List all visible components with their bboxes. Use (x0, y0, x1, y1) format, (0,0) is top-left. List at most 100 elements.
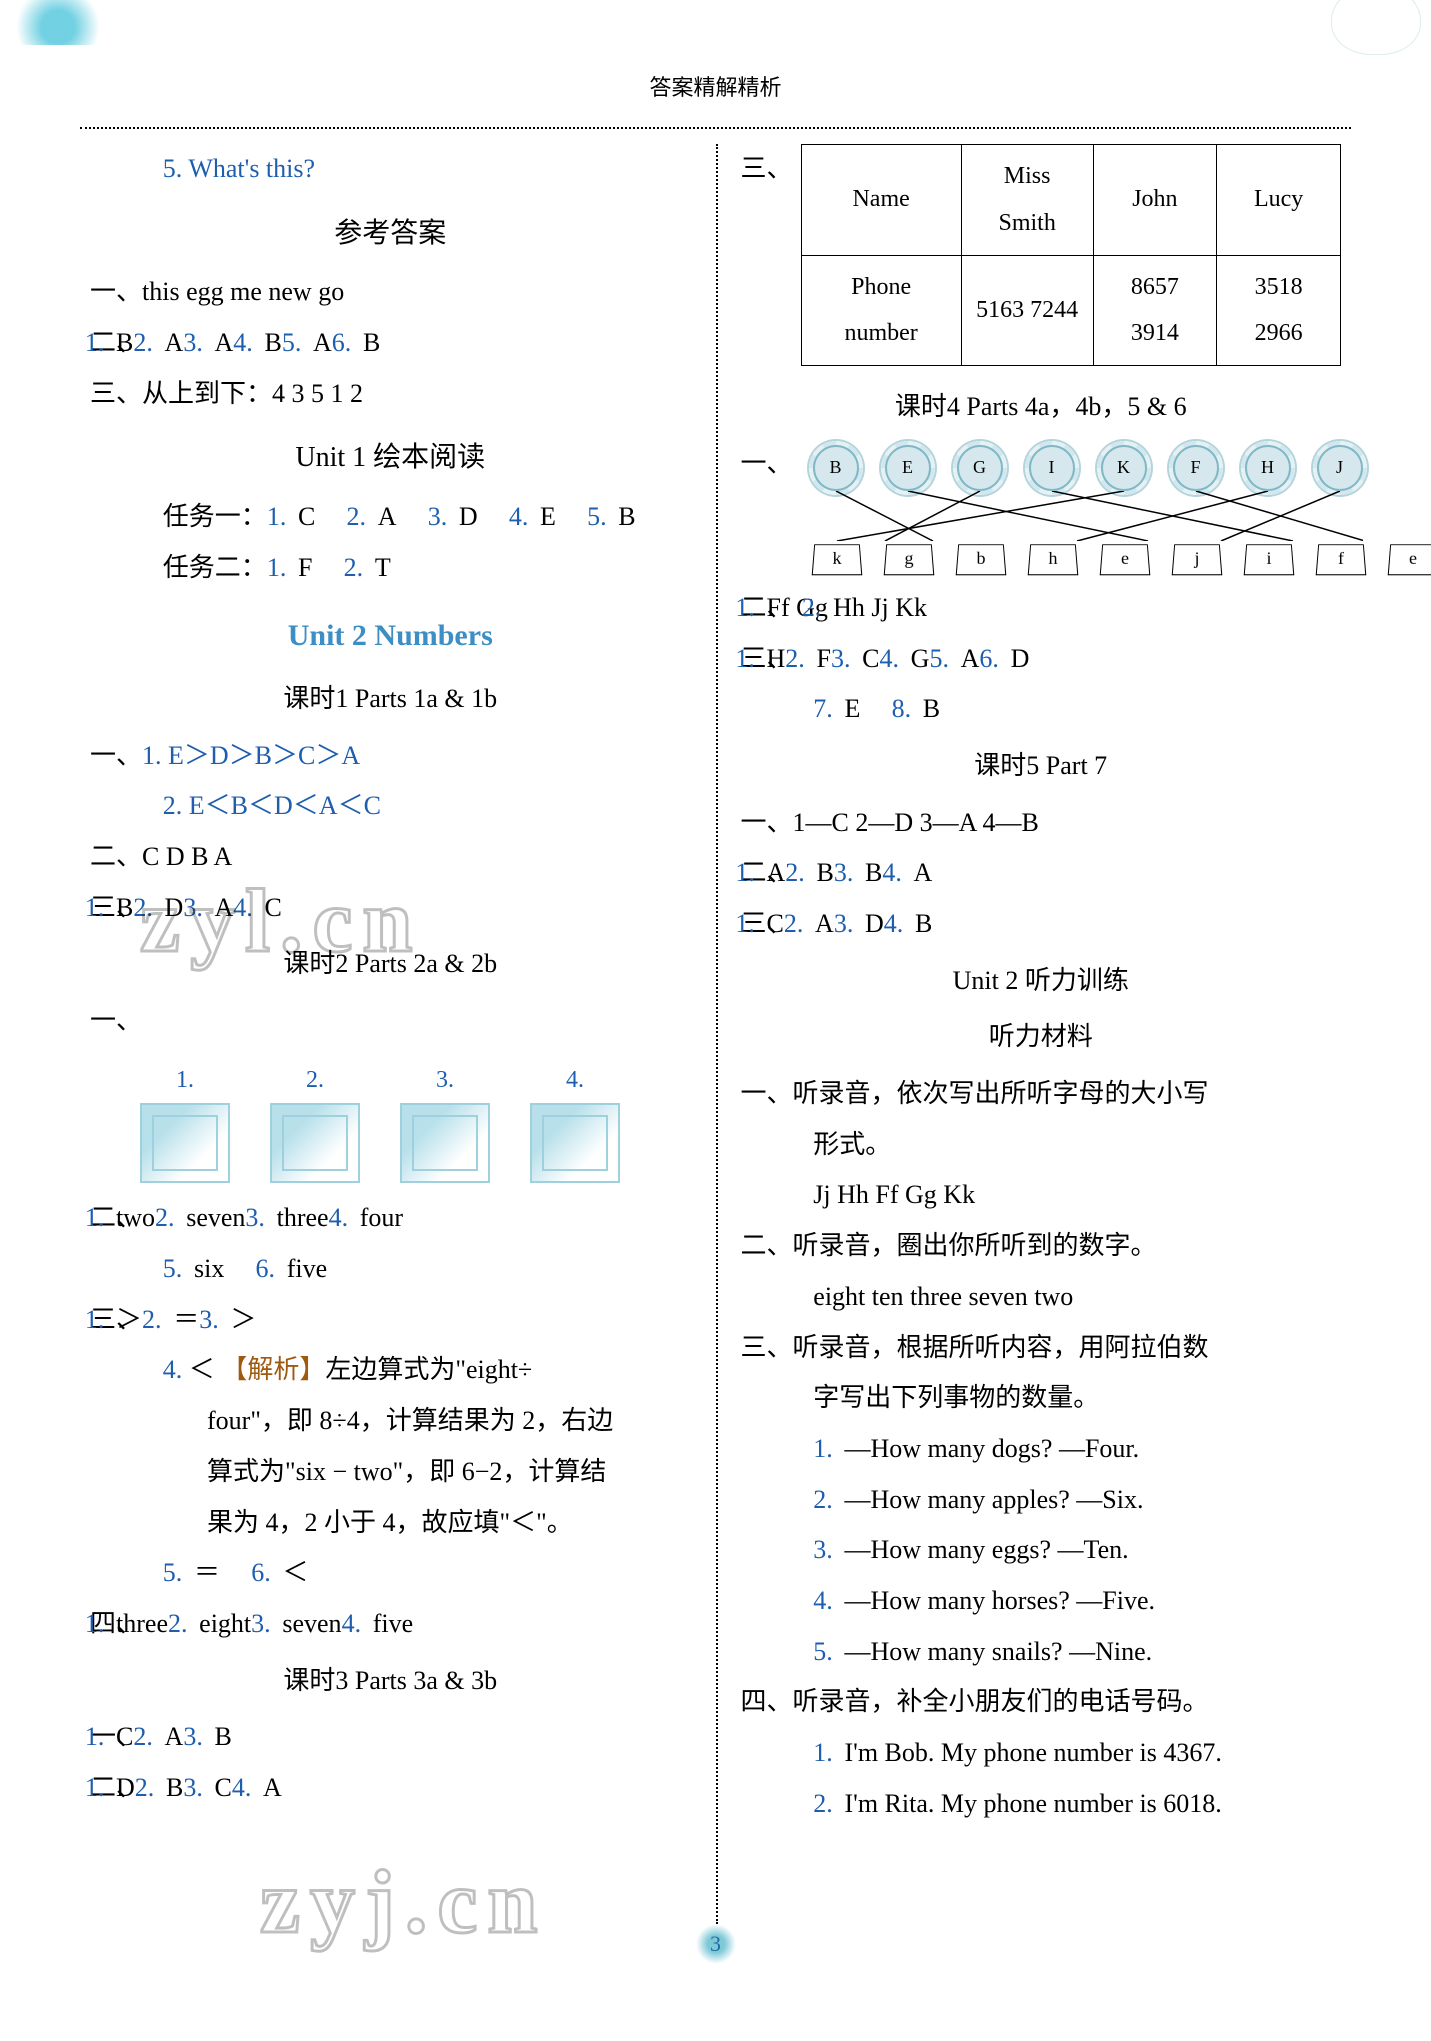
li3-item: 3. —How many eggs? —Ten. (741, 1525, 1342, 1576)
li1-label: 一、 (741, 1079, 793, 1108)
k2-l3-4-t2r: four"，即 8÷4，计算结果为 2，右边 (90, 1396, 691, 1447)
img-box-4 (530, 1103, 620, 1183)
answer-pair: 2. T (344, 543, 391, 594)
li3-t2: 字写出下列事物的数量。 (813, 1383, 1099, 1412)
k2-l3-4n: 4. (163, 1355, 183, 1384)
tbl-h2: John (1093, 145, 1217, 256)
li2-t: 听录音，圈出你所听到的数字。 (793, 1231, 1157, 1260)
flower-icon: G (957, 445, 1003, 491)
letter-box: i (1243, 544, 1294, 575)
k2-l3-4-t2: four"，即 8÷4，计算结果为 2，右边 (207, 1406, 613, 1435)
img-box-3 (400, 1103, 490, 1183)
li4-label: 四、 (741, 1687, 793, 1716)
answer-pair: 4. E (509, 492, 556, 543)
tbl-h0: Name (801, 145, 961, 256)
li3-list: 1. —How many dogs? —Four.2. —How many ap… (741, 1424, 1342, 1677)
tbl-h1: Miss Smith (961, 145, 1093, 256)
k1-l1-2: 2. E＜B＜D＜A＜C (163, 791, 381, 820)
box-row: kgbhejife (813, 543, 1431, 575)
k5-l1-label: 一、 (741, 808, 793, 837)
page-header: 答案精解精析 (80, 70, 1351, 102)
img-slot-4: 4. (530, 1057, 620, 1184)
tbl-r1: 5163 7244 (961, 255, 1093, 366)
img-box-1 (140, 1103, 230, 1183)
k1-l2-text: C D B A (142, 842, 232, 871)
k2-images: 1. 2. 3. 4. (90, 1057, 691, 1184)
k4-l1-label: 一、 (741, 439, 793, 490)
li3-t1: 听录音，根据所听内容，用阿拉伯数 (793, 1333, 1209, 1362)
yi-line1: 一、this egg me new go (90, 267, 691, 318)
answer-pair: 5. ＝ (163, 1548, 220, 1599)
li3-item: 2. —How many apples? —Six. (741, 1475, 1342, 1526)
answer-pair: 6. five (256, 1244, 328, 1295)
li3-item: 1. —How many dogs? —Four. (741, 1424, 1342, 1475)
li1-t2: 形式。 (813, 1130, 891, 1159)
match-lines (813, 491, 1363, 541)
li3-item: 4. —How many horses? —Five. (741, 1576, 1342, 1627)
k2-l2b-items: 5. six6. five (163, 1254, 359, 1283)
k5-l3-items: 1. C2. A3. D4. B (793, 909, 990, 938)
k2-l3-4: 4. ＜ 【解析】左边算式为"eight÷ (90, 1345, 691, 1396)
li3-label: 三、 (741, 1333, 793, 1362)
img-slot-2: 2. (270, 1057, 360, 1184)
li1-r1: 一、听录音，依次写出所听字母的大小写 (741, 1069, 1342, 1120)
answer-pair: 4. five (399, 1599, 439, 1650)
li4-t: 听录音，补全小朋友们的电话号码。 (793, 1687, 1209, 1716)
k4-l3b-items: 7. E8. B (813, 694, 971, 723)
answer-pair: 4. C (290, 883, 307, 934)
k2-l2a-items: 1. two2. seven3. three4. four (142, 1203, 460, 1232)
k5-l1: 一、1—C 2—D 3—A 4—B (741, 798, 1342, 849)
li3-r1: 三、听录音，根据所听内容，用阿拉伯数 (741, 1323, 1342, 1374)
q5-text: 5. What's this? (163, 154, 315, 183)
k2-l3c-items: 5. ＝6. ＜ (163, 1558, 340, 1587)
answer-pair: 1. F (267, 543, 313, 594)
k3-l1: 一、1. C2. A3. B (90, 1712, 691, 1763)
flower-icon: I (1029, 445, 1075, 491)
img-cap-2: 2. (270, 1057, 360, 1104)
flower-icon: K (1101, 445, 1147, 491)
page: 答案精解精析 5. What's this? 参考答案 一、this egg m… (0, 0, 1431, 1974)
k3-title: 课时3 Parts 3a & 3b (90, 1656, 691, 1707)
k5-l3: 三、1. C2. A3. D4. B (741, 899, 1342, 950)
right-column: 三、 Name Miss Smith John Lucy Phone numbe… (716, 144, 1352, 1924)
k2-l3-4-t4r: 果为 4，2 小于 4，故应填"＜"。 (90, 1498, 691, 1549)
listen-title: Unit 2 听力训练 (741, 956, 1342, 1007)
er-line: 二、1. B2. A3. A4. B5. A6. B (90, 318, 691, 369)
columns: 5. What's this? 参考答案 一、this egg me new g… (80, 144, 1351, 1924)
k2-l3-4-t4: 果为 4，2 小于 4，故应填"＜"。 (207, 1508, 573, 1537)
li1-ans: Jj Hh Ff Gg Kk (741, 1170, 1342, 1221)
k1-l3: 三、1. B2. D3. A4. C (90, 883, 691, 934)
left-column: 5. What's this? 参考答案 一、this egg me new g… (80, 144, 716, 1924)
phone-table: Name Miss Smith John Lucy Phone number 5… (801, 144, 1341, 366)
img-slot-3: 3. (400, 1057, 490, 1184)
answer-pair: 6. D (1037, 634, 1056, 685)
k2-l3-4-t3r: 算式为"six − two"，即 6−2，计算结 (90, 1447, 691, 1498)
answer-pair: 3. ＞ (256, 1295, 282, 1346)
l3-text: 从上到下：4 3 5 1 2 (142, 379, 363, 408)
li1-t1: 听录音，依次写出所听字母的大小写 (793, 1079, 1209, 1108)
k2-l3-4-t3: 算式为"six − two"，即 6−2，计算结 (207, 1457, 606, 1486)
k3-l2: 二、1. D2. B3. C4. A (90, 1763, 691, 1814)
k3-l2-items: 1. D2. B3. C4. A (142, 1773, 339, 1802)
header-decoration-left (10, 0, 130, 45)
k2-l3-4-t1: 左边算式为"eight÷ (325, 1355, 532, 1384)
li3-r2: 字写出下列事物的数量。 (741, 1373, 1342, 1424)
task2-line: 任务二：1. F2. T (90, 543, 691, 594)
flower-icon: E (885, 445, 931, 491)
k4-l3b: 7. E8. B (741, 684, 1342, 735)
letter-box: e (1099, 544, 1150, 575)
header-title: 答案精解精析 (649, 70, 781, 102)
k1-l3-items: 1. B2. D3. A4. C (142, 893, 339, 922)
answer-pair: 6. B (389, 318, 406, 369)
letter-box: k (811, 544, 862, 575)
li3-item: 5. —How many snails? —Nine. (741, 1627, 1342, 1678)
k4-l2-items: 1. Ff Gg2. Hh Jj Kk (793, 593, 959, 622)
k2-l3c: 5. ＝6. ＜ (90, 1548, 691, 1599)
k2-l3a: 三、1. ＞2. ＝3. ＞ (90, 1295, 691, 1346)
k2-title: 课时2 Parts 2a & 2b (90, 939, 691, 990)
answer-pair: 2. A (347, 492, 397, 543)
img-box-2 (270, 1103, 360, 1183)
listen-sub: 听力材料 (741, 1012, 1342, 1063)
letter-box: j (1171, 544, 1222, 575)
flower-icon: F (1173, 445, 1219, 491)
